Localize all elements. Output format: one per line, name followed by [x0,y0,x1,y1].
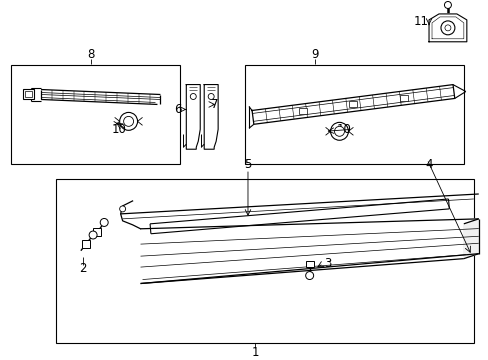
Bar [81,240,90,248]
Polygon shape [140,258,463,296]
Bar [93,228,101,236]
Text: 7: 7 [211,98,219,111]
Circle shape [305,271,313,279]
Bar [11,65,180,164]
Polygon shape [150,199,448,234]
Text: 2: 2 [79,262,86,275]
Text: 6: 6 [174,103,182,116]
Polygon shape [140,219,478,284]
Text: 5: 5 [244,158,251,171]
Text: 10: 10 [336,123,351,136]
Text: 1: 1 [251,346,258,359]
Bar [56,179,473,343]
Bar [244,65,463,164]
Polygon shape [463,219,478,258]
Text: 4: 4 [425,158,432,171]
Text: 9: 9 [310,48,318,61]
Text: 8: 8 [87,48,94,61]
Text: 11: 11 [413,15,427,28]
Circle shape [120,206,125,212]
Circle shape [190,94,196,99]
Bar [23,89,34,99]
Polygon shape [204,85,218,149]
Circle shape [120,112,137,130]
Circle shape [330,122,348,140]
Circle shape [123,116,133,126]
Circle shape [444,1,450,8]
Text: 3: 3 [323,257,330,270]
Polygon shape [186,85,200,149]
Bar [399,95,407,101]
Circle shape [444,25,450,31]
Circle shape [440,21,454,35]
Polygon shape [428,14,466,42]
Bar [299,108,306,114]
Circle shape [89,231,97,239]
Circle shape [208,94,214,99]
Bar [305,261,313,267]
Circle shape [100,219,108,226]
Circle shape [334,126,344,136]
Polygon shape [41,90,160,104]
Bar [25,90,32,98]
Bar [349,102,357,107]
Polygon shape [251,85,454,124]
Text: 10: 10 [111,123,126,136]
